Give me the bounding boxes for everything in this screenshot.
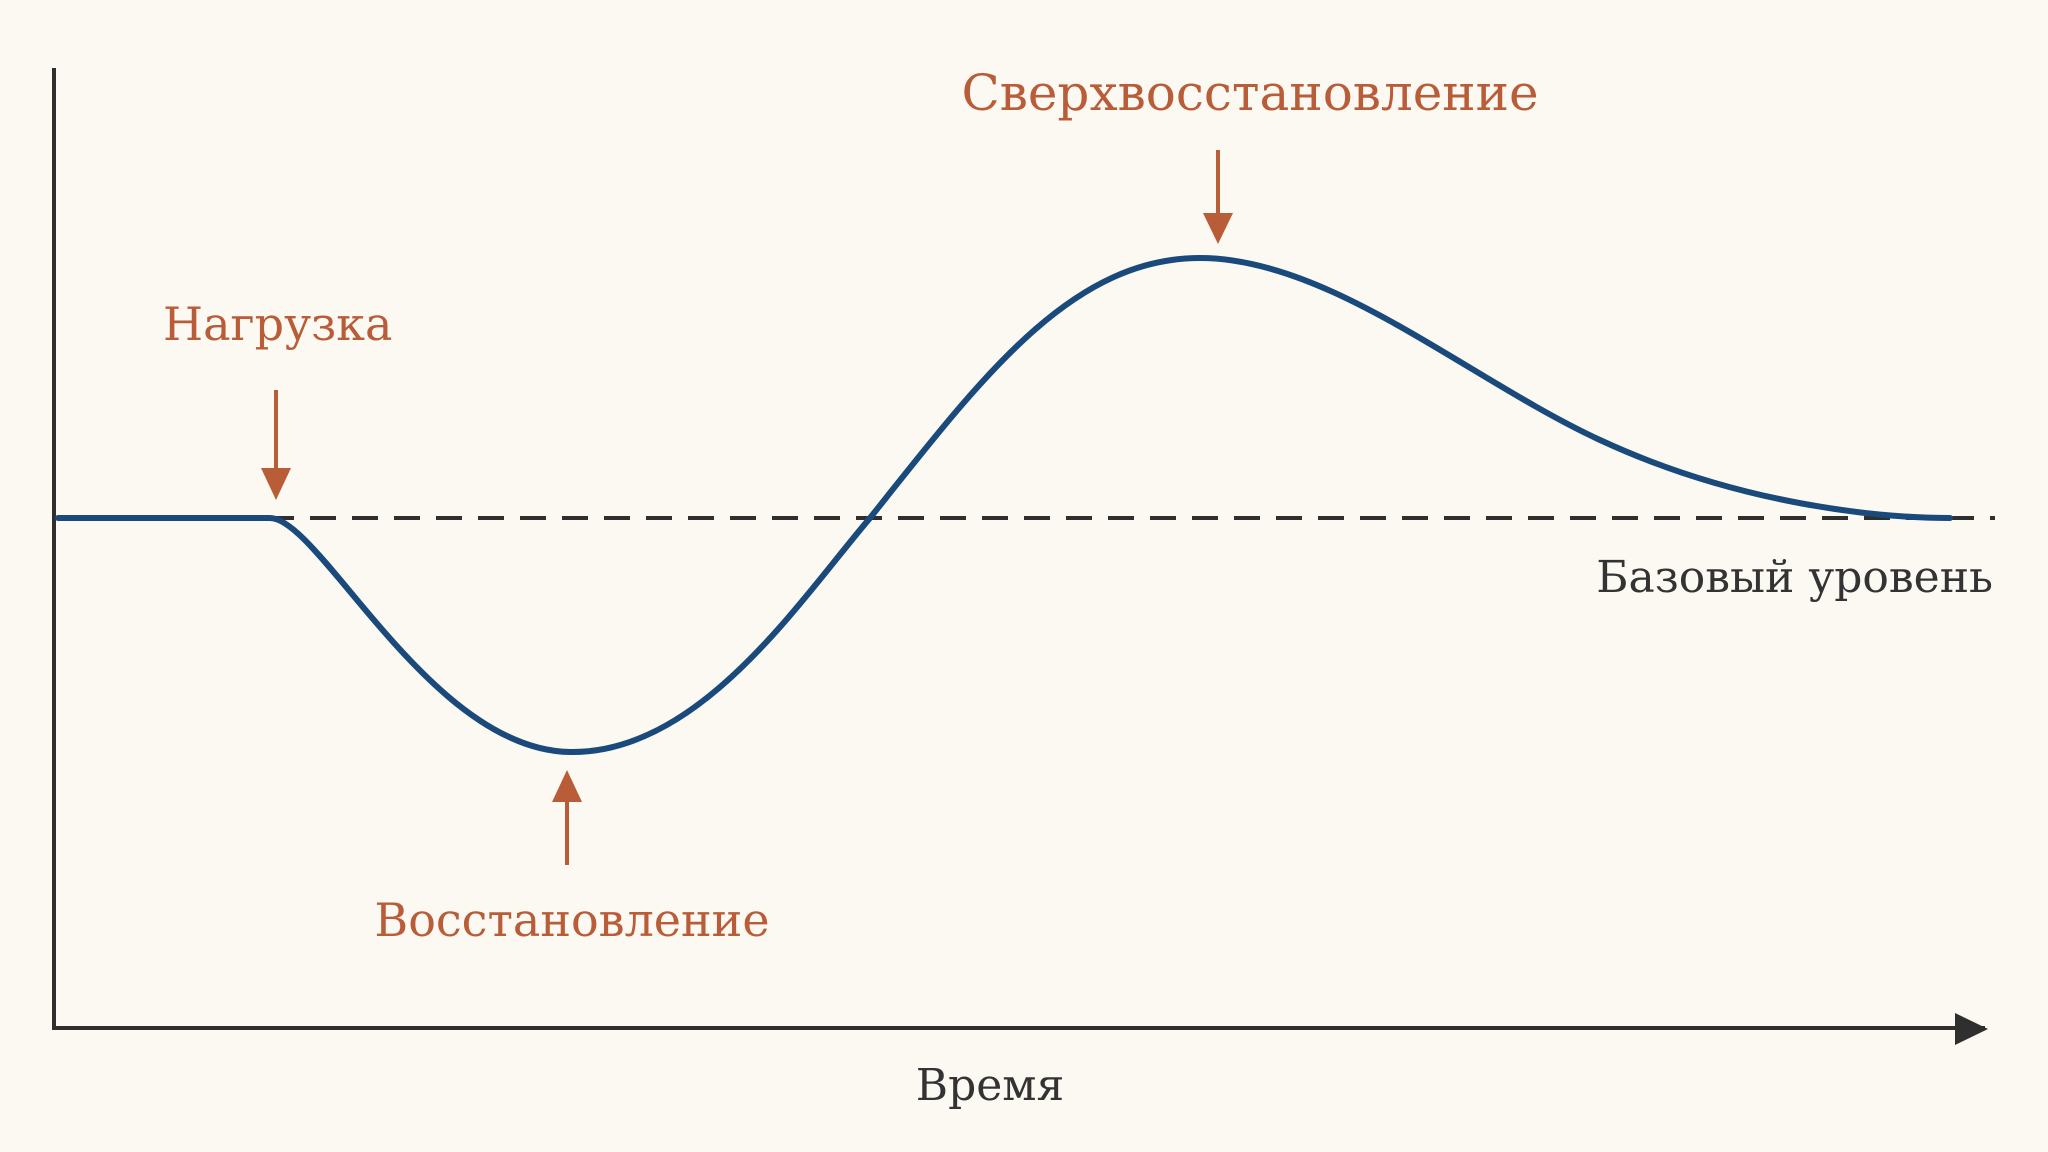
supercompensation-arrow-head <box>1203 213 1233 244</box>
supercompensation-label: Сверхвосстановление <box>961 64 1538 122</box>
x-axis-label: Время <box>916 1060 1065 1111</box>
recovery-arrow-head <box>552 770 582 802</box>
load-label: Нагрузка <box>163 297 392 351</box>
supercompensation-curve <box>55 254 1953 756</box>
load-arrow-head <box>261 468 291 500</box>
recovery-label: Восстановление <box>374 893 769 947</box>
baseline-label: Базовый уровень <box>1596 552 1993 603</box>
x-axis-arrowhead <box>1955 1013 1988 1045</box>
